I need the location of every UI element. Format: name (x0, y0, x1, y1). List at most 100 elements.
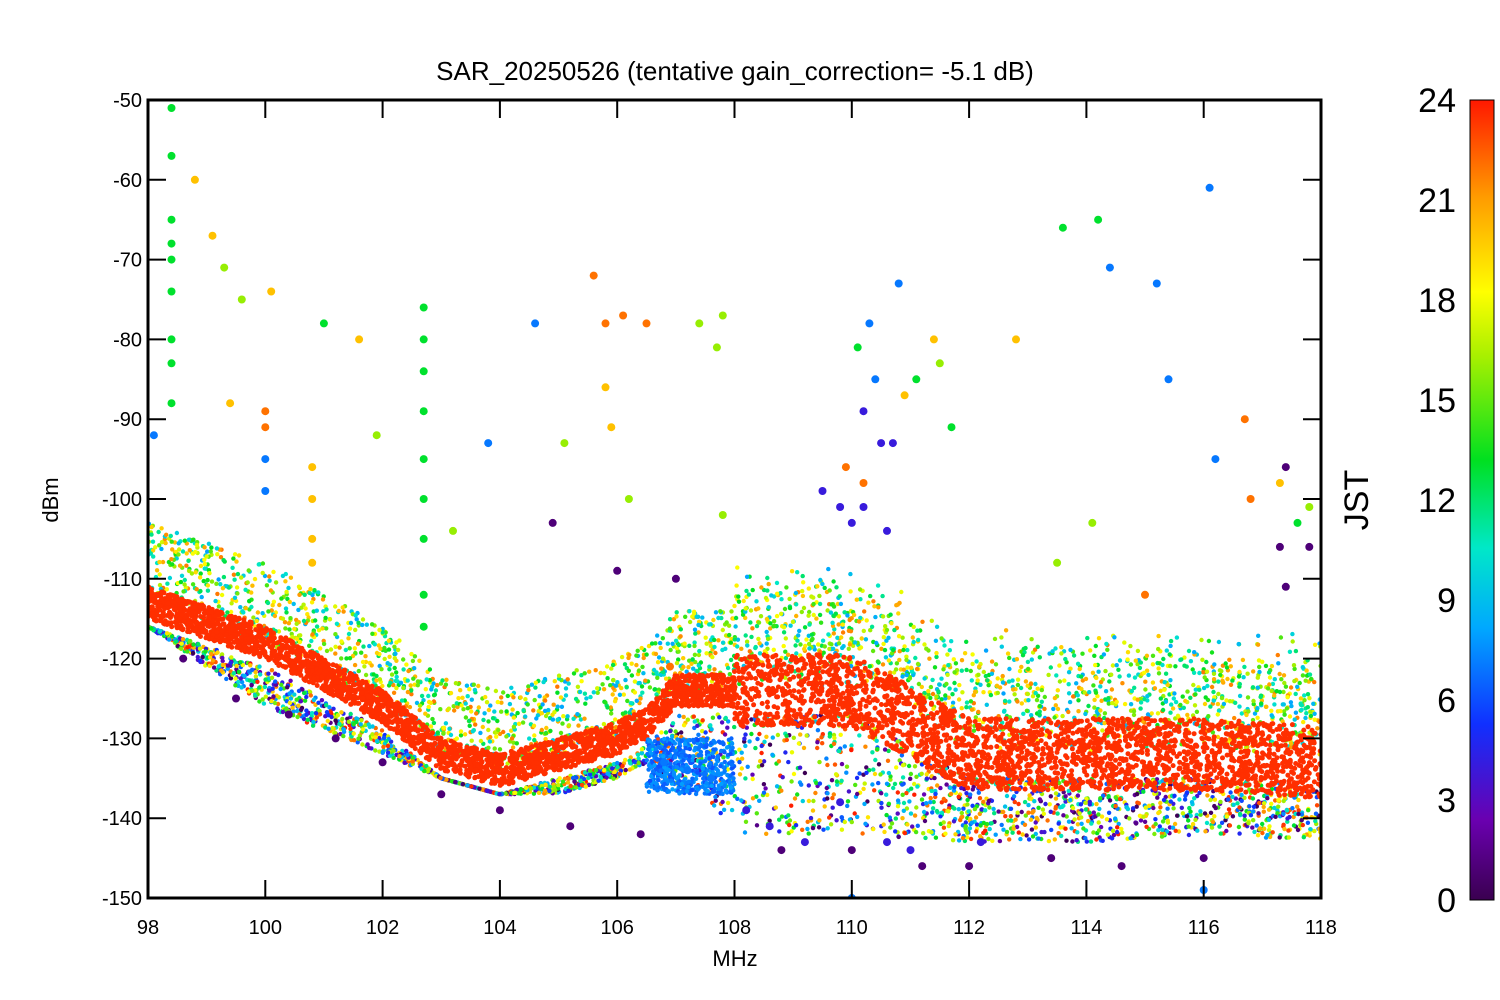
noise-point (1270, 830, 1275, 835)
noise-point (1230, 678, 1235, 683)
noise-point (951, 657, 956, 662)
noise-point (844, 770, 849, 775)
noise-point (613, 717, 618, 722)
noise-point (713, 798, 718, 803)
noise-point (494, 734, 499, 739)
noise-point (781, 625, 787, 630)
noise-point (761, 759, 767, 764)
noise-point (331, 706, 336, 711)
noise-point (966, 809, 971, 814)
noise-point (743, 633, 748, 638)
noise-point (238, 605, 243, 610)
noise-point (797, 765, 803, 770)
noise-point (1100, 728, 1105, 733)
noise-point (1181, 705, 1187, 710)
noise-point (165, 581, 170, 586)
noise-point (232, 552, 238, 557)
noise-point (469, 784, 474, 789)
noise-point (804, 733, 809, 738)
noise-point (964, 667, 969, 673)
noise-point (1016, 801, 1021, 807)
noise-point (566, 788, 571, 793)
noise-point (490, 716, 496, 721)
noise-point (754, 823, 760, 828)
noise-point (478, 730, 483, 736)
noise-point (941, 825, 947, 830)
noise-point (236, 679, 241, 685)
noise-point (801, 745, 807, 751)
noise-point (744, 574, 750, 579)
noise-point (892, 781, 898, 787)
noise-point (904, 657, 909, 663)
noise-point (756, 636, 761, 642)
noise-point (291, 709, 296, 714)
noise-point (743, 819, 749, 824)
noise-point (884, 812, 889, 818)
noise-point (1014, 657, 1020, 662)
noise-point (1105, 647, 1110, 652)
noise-point (825, 796, 830, 801)
noise-point (1154, 777, 1160, 782)
noise-point (912, 764, 918, 769)
noise-point (1016, 830, 1021, 835)
noise-point (1158, 688, 1163, 693)
noise-point (476, 705, 481, 710)
noise-point (1127, 816, 1132, 821)
noise-point (1088, 839, 1094, 844)
noise-point (901, 667, 906, 672)
noise-point (1122, 701, 1128, 707)
noise-point (242, 673, 247, 679)
noise-point (946, 663, 951, 668)
noise-point (687, 619, 693, 625)
noise-point (296, 607, 301, 613)
noise-point (923, 835, 928, 841)
noise-point (1156, 671, 1162, 676)
noise-point (831, 631, 836, 636)
noise-point (1053, 791, 1059, 796)
noise-point (807, 609, 812, 615)
noise-point (387, 654, 392, 659)
noise-point (1182, 797, 1188, 802)
noise-point (870, 648, 876, 654)
noise-point (697, 648, 702, 654)
noise-point (834, 585, 839, 590)
noise-point (1152, 831, 1157, 837)
noise-point (1216, 708, 1222, 713)
noise-point (888, 825, 893, 830)
noise-point (1013, 817, 1018, 822)
noise-point (550, 717, 556, 722)
noise-point (1117, 796, 1123, 802)
noise-point (1076, 709, 1081, 714)
noise-point (657, 640, 663, 646)
noise-point (1160, 827, 1165, 832)
noise-point (968, 668, 973, 674)
noise-point (862, 609, 867, 614)
noise-point (745, 764, 750, 769)
noise-point (989, 821, 994, 826)
noise-point (1158, 805, 1163, 810)
noise-point (786, 759, 791, 765)
noise-point (543, 782, 548, 787)
noise-point (1308, 827, 1313, 832)
noise-point (179, 646, 184, 651)
noise-point (426, 704, 431, 710)
noise-point (789, 750, 795, 755)
noise-point (1168, 663, 1173, 669)
noise-point (1216, 691, 1221, 697)
noise-point (219, 668, 224, 673)
noise-point (654, 670, 659, 675)
noise-point (1266, 807, 1272, 812)
noise-point (620, 711, 626, 716)
noise-point (438, 707, 443, 712)
noise-point (304, 694, 309, 700)
noise-point (908, 771, 914, 777)
noise-point (718, 810, 723, 816)
noise-point (932, 775, 937, 781)
noise-point (1239, 792, 1244, 798)
noise-point (861, 628, 866, 634)
noise-point (868, 593, 873, 599)
noise-point (639, 645, 644, 651)
noise-point (278, 686, 283, 692)
noise-point (460, 695, 465, 700)
noise-point (874, 738, 879, 743)
